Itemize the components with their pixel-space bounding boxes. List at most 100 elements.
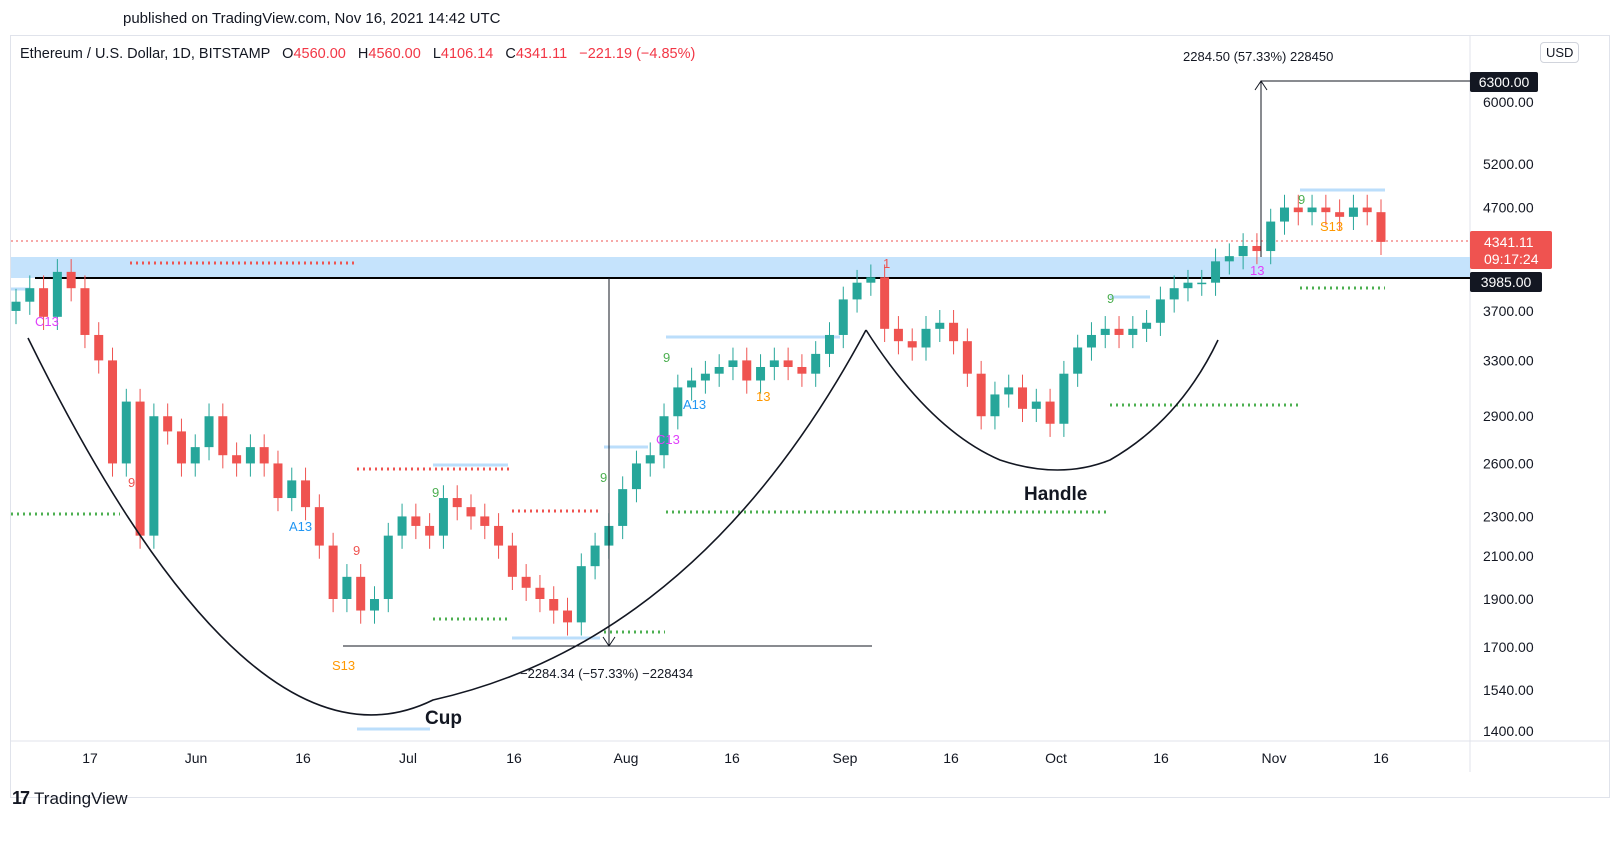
candle-body xyxy=(1031,401,1041,409)
candle-body xyxy=(824,334,834,354)
x-tick-label: Oct xyxy=(1045,750,1067,766)
candle-body xyxy=(1224,256,1234,262)
candle-body xyxy=(397,516,407,536)
candles xyxy=(11,194,1386,636)
low-value: 4106.14 xyxy=(440,46,494,62)
candle-body xyxy=(893,328,903,342)
candle-body xyxy=(811,353,821,374)
candle-body xyxy=(452,498,462,508)
published-note: published on TradingView.com, Nov 16, 20… xyxy=(123,10,501,27)
candle-body xyxy=(369,599,379,611)
y-tick-label: 2600.00 xyxy=(1483,455,1534,471)
y-tick-label: 3700.00 xyxy=(1483,303,1534,319)
x-tick-label: Sep xyxy=(833,750,858,766)
td-label: 9 xyxy=(353,543,360,558)
resistance-zone xyxy=(11,257,1470,278)
candle-body xyxy=(204,416,214,448)
handle-label: Handle xyxy=(1024,484,1087,505)
candle-body xyxy=(507,545,517,577)
candle-body xyxy=(783,360,793,367)
measure-up-arrow xyxy=(1254,80,1268,91)
candle-body xyxy=(1197,282,1207,285)
support-price-tag: 3985.00 xyxy=(1470,272,1542,292)
x-tick-label: Jun xyxy=(185,750,208,766)
y-tick-label: 6000.00 xyxy=(1483,94,1534,110)
chart-frame xyxy=(10,35,1610,798)
tradingview-brand[interactable]: 17 TradingView xyxy=(12,788,128,809)
candle-body xyxy=(121,401,131,464)
candle-body xyxy=(52,271,62,317)
x-tick-label: 16 xyxy=(295,750,311,766)
candle-body xyxy=(1307,207,1317,213)
td-label: 9 xyxy=(432,485,439,500)
target-price-text: 6300.00 xyxy=(1479,74,1530,90)
x-tick-label: 17 xyxy=(82,750,98,766)
td-label: 9 xyxy=(663,350,670,365)
x-tick-label: 16 xyxy=(1153,750,1169,766)
candle-body xyxy=(438,498,448,536)
high-label: H xyxy=(357,46,369,62)
candle-body xyxy=(480,516,490,526)
candle-body xyxy=(314,507,324,546)
y-tick-label: 3300.00 xyxy=(1483,352,1534,368)
candle-body xyxy=(645,455,655,464)
high-value: 4560.00 xyxy=(368,46,421,62)
candle-body xyxy=(1004,387,1014,395)
currency-button[interactable]: USD xyxy=(1540,42,1580,63)
measure-up-label: 2284.50 (57.33%) 228450 xyxy=(1183,49,1333,64)
candle-body xyxy=(1142,322,1152,329)
candle-body xyxy=(880,277,890,329)
candle-body xyxy=(576,566,586,623)
candle-body xyxy=(1362,207,1372,213)
candle-body xyxy=(1100,328,1110,335)
candle-body xyxy=(218,416,228,456)
symbol-header: Ethereum / U.S. Dollar, 1D, BITSTAMP O45… xyxy=(20,46,695,62)
candle-body xyxy=(673,387,683,417)
candle-body xyxy=(659,416,669,456)
x-tick-label: Jul xyxy=(399,750,417,766)
countdown-text: 09:17:24 xyxy=(1484,251,1539,267)
candle-body xyxy=(549,599,559,611)
y-tick-label: 2900.00 xyxy=(1483,408,1534,424)
candle-body xyxy=(356,576,366,611)
candle-body xyxy=(1073,347,1083,374)
td-label: 9 xyxy=(128,475,135,490)
td-label: C13 xyxy=(656,432,680,447)
candle-body xyxy=(838,299,848,335)
x-tick-label: Aug xyxy=(614,750,639,766)
target-price-tag: 6300.00 xyxy=(1470,72,1538,92)
td-label: A13 xyxy=(683,397,706,412)
candle-body xyxy=(1266,221,1276,252)
candle-body xyxy=(342,576,352,600)
candle-body xyxy=(80,288,90,335)
candle-body xyxy=(1211,261,1221,283)
candle-body xyxy=(25,288,35,302)
candle-body xyxy=(425,525,435,536)
candle-body xyxy=(1293,207,1303,213)
candle-body xyxy=(163,416,173,432)
candle-body xyxy=(383,535,393,600)
x-tick-label: 16 xyxy=(1373,750,1389,766)
x-axis: 17 Jun 16 Jul 16 Aug 16 Sep 16 Oct 16 Nov 16 xyxy=(82,750,1389,766)
candle-body xyxy=(976,373,986,417)
close-label: C xyxy=(505,46,516,62)
candle-body xyxy=(1059,373,1069,424)
x-tick-label: Nov xyxy=(1262,750,1287,766)
candle-body xyxy=(990,394,1000,417)
candle-body xyxy=(1169,288,1179,300)
candle-body xyxy=(1348,207,1358,217)
cup-label: Cup xyxy=(425,708,462,729)
candle-body xyxy=(921,328,931,348)
td-label: S13 xyxy=(332,658,355,673)
y-tick-label: 2300.00 xyxy=(1483,508,1534,524)
measure-down-label: −2284.34 (−57.33%) −228434 xyxy=(520,666,693,681)
candle-body xyxy=(1321,207,1331,213)
symbol-name: Ethereum / U.S. Dollar, 1D, BITSTAMP xyxy=(20,46,271,62)
x-tick-label: 16 xyxy=(506,750,522,766)
candle-body xyxy=(190,447,200,464)
td-levels xyxy=(11,188,1385,731)
candle-body xyxy=(232,455,242,464)
x-tick-label: 16 xyxy=(724,750,740,766)
candle-body xyxy=(494,525,504,546)
